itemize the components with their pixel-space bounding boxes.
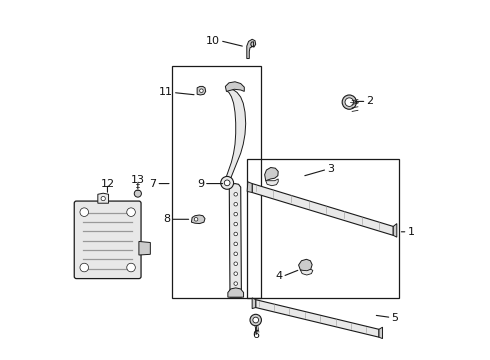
Circle shape xyxy=(234,193,238,196)
Text: 2: 2 xyxy=(367,96,373,107)
Circle shape xyxy=(345,98,354,107)
Polygon shape xyxy=(139,242,150,255)
Circle shape xyxy=(234,202,238,206)
Circle shape xyxy=(234,262,238,266)
Polygon shape xyxy=(98,193,109,203)
Polygon shape xyxy=(228,288,244,297)
Circle shape xyxy=(234,242,238,246)
Polygon shape xyxy=(229,184,242,297)
Circle shape xyxy=(234,232,238,236)
Circle shape xyxy=(234,212,238,216)
Circle shape xyxy=(234,252,238,256)
Circle shape xyxy=(234,282,238,285)
Polygon shape xyxy=(265,167,278,181)
Polygon shape xyxy=(225,82,245,91)
Circle shape xyxy=(127,263,135,272)
Text: 4: 4 xyxy=(275,271,283,282)
Circle shape xyxy=(224,180,230,186)
Text: 10: 10 xyxy=(206,36,220,46)
Circle shape xyxy=(250,314,262,326)
Polygon shape xyxy=(252,184,393,235)
Circle shape xyxy=(199,89,203,93)
Circle shape xyxy=(80,208,89,216)
Polygon shape xyxy=(197,86,206,95)
Circle shape xyxy=(342,95,356,109)
Circle shape xyxy=(101,197,105,201)
Text: 13: 13 xyxy=(131,175,145,185)
Circle shape xyxy=(127,208,135,216)
FancyBboxPatch shape xyxy=(74,201,141,279)
Circle shape xyxy=(253,317,259,323)
Bar xyxy=(247,158,398,298)
Text: 12: 12 xyxy=(100,179,115,189)
Circle shape xyxy=(234,222,238,226)
Text: 9: 9 xyxy=(197,179,204,189)
Text: 8: 8 xyxy=(163,214,170,224)
Circle shape xyxy=(134,190,142,197)
Polygon shape xyxy=(225,89,245,182)
Bar xyxy=(172,66,261,298)
Polygon shape xyxy=(266,179,278,186)
Circle shape xyxy=(80,263,89,272)
Polygon shape xyxy=(247,182,252,193)
Polygon shape xyxy=(379,327,383,339)
Polygon shape xyxy=(192,215,205,224)
Text: 11: 11 xyxy=(159,87,173,98)
Polygon shape xyxy=(256,300,379,337)
Circle shape xyxy=(194,217,198,221)
Polygon shape xyxy=(298,259,312,271)
Polygon shape xyxy=(252,298,256,309)
Polygon shape xyxy=(393,224,397,237)
Text: 3: 3 xyxy=(327,164,334,174)
Text: 1: 1 xyxy=(408,227,415,237)
Circle shape xyxy=(234,272,238,275)
Polygon shape xyxy=(247,39,256,59)
Text: 6: 6 xyxy=(252,330,259,341)
Circle shape xyxy=(220,176,234,189)
Polygon shape xyxy=(300,269,313,275)
Text: 7: 7 xyxy=(149,179,156,189)
Text: 5: 5 xyxy=(392,312,398,323)
